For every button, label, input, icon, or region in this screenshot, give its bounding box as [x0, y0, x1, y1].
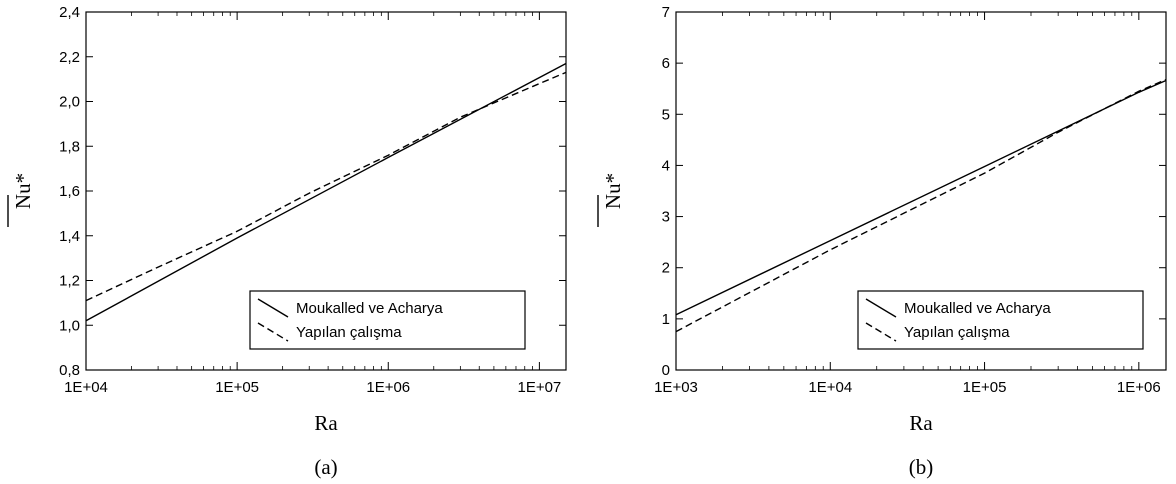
legend-box: [857, 290, 1144, 350]
series-line-solid-0: [675, 79, 1167, 316]
y-tick-label: 2,2: [59, 49, 80, 66]
x-tick-label: 1E+03: [654, 379, 698, 396]
y-tick-label: 1,2: [59, 273, 80, 290]
series-line-dashed-1: [85, 71, 567, 302]
y-tick-label: 5: [662, 106, 670, 123]
series-line-solid-0: [85, 62, 567, 322]
chart-panel-a: 0,8 1,0 1,2 1,4 1,6 1,8 2,0 2,2 2,4 1E+04 1E+05 1E+…: [7, 4, 567, 479]
x-axis-label: Ra: [314, 411, 338, 435]
legend: Moukalled ve Acharya Yapılan çalışma: [857, 290, 1144, 350]
panel-caption: (a): [314, 455, 337, 479]
legend-label: Yapılan çalışma: [904, 324, 1010, 341]
x-tick-label: 1E+07: [517, 379, 561, 396]
y-tick-label: 1,4: [59, 228, 80, 245]
chart-panel-b: 0 1 2 3 4 5 6 7 1E+03 1E+04 1E+05 1E+06 Ra Nu* (b) Mouk…: [597, 4, 1167, 479]
y-tick-label: 1: [662, 311, 670, 328]
legend-swatch-dashed: [865, 322, 897, 342]
x-tick-label: 1E+05: [215, 379, 259, 396]
legend-swatch-solid: [257, 298, 289, 318]
y-tick-label: 3: [662, 209, 670, 226]
y-tick-label: 2: [662, 260, 670, 277]
x-tick-label: 1E+06: [1117, 379, 1161, 396]
x-tick-label: 1E+04: [64, 379, 108, 396]
y-tick-label: 1,0: [59, 317, 80, 334]
y-tick-label: 1,6: [59, 183, 80, 200]
legend-box: [249, 290, 526, 350]
y-axis-label: Nu*: [601, 173, 625, 209]
panel-caption: (b): [909, 455, 934, 479]
y-tick-label: 2,4: [59, 4, 80, 21]
y-tick-label: 2,0: [59, 94, 80, 111]
y-tick-label: 6: [662, 55, 670, 72]
y-tick-label: 0,8: [59, 362, 80, 379]
legend-label: Moukalled ve Acharya: [296, 300, 443, 317]
y-tick-label: 0: [662, 362, 670, 379]
y-tick-label: 4: [662, 157, 670, 174]
y-tick-label: 1,8: [59, 138, 80, 155]
legend-swatch-dashed: [257, 322, 289, 342]
x-tick-label: 1E+06: [366, 379, 410, 396]
y-axis-label: Nu*: [11, 173, 35, 209]
series-line-dashed-1: [675, 78, 1167, 333]
x-axis-label: Ra: [909, 411, 933, 435]
x-tick-label: 1E+04: [808, 379, 852, 396]
legend-label: Yapılan çalışma: [296, 324, 402, 341]
legend: Moukalled ve Acharya Yapılan çalışma: [249, 290, 526, 350]
plot-frame: [675, 11, 1167, 371]
legend-swatch-solid: [865, 298, 897, 318]
x-tick-label: 1E+05: [963, 379, 1007, 396]
y-tick-label: 7: [662, 4, 670, 21]
legend-label: Moukalled ve Acharya: [904, 300, 1051, 317]
